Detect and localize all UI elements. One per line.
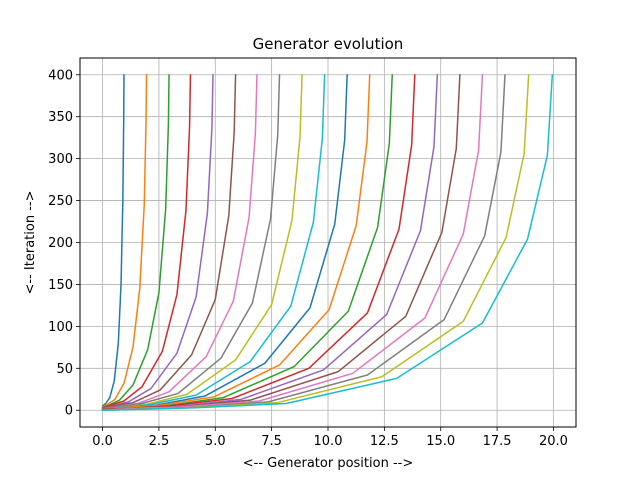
x-tick-label: 20.0 [539,434,568,449]
y-tick-label: 150 [48,278,73,293]
series-line-12 [101,74,371,411]
y-tick-label: 300 [48,152,73,167]
series-line-20 [101,74,554,411]
series-lines [101,74,554,411]
series-line-2 [101,74,148,408]
series-line-3 [101,74,170,409]
x-tick-label: 5.0 [205,434,226,449]
x-tick-label: 15.0 [426,434,455,449]
y-tick-label: 350 [48,110,73,125]
x-tick-label: 12.5 [370,434,399,449]
x-axis-label: <-- Generator position --> [243,456,413,471]
y-tick-label: 400 [48,68,73,83]
series-line-4 [101,74,192,409]
series-line-8 [101,74,281,410]
y-tick-label: 200 [48,236,73,251]
y-tick-label: 50 [56,362,73,377]
x-tick-label: 7.5 [261,434,282,449]
y-tick-label: 100 [48,320,73,335]
x-tick-label: 0.0 [92,434,113,449]
y-tick-label: 250 [48,194,73,209]
axis-ticks: 0.0 2.5 5.0 7.5 10.0 12.5 15.0 17.5 20.0 0 50 100 15… [48,68,568,449]
grid [80,58,576,427]
x-tick-label: 2.5 [149,434,170,449]
y-axis-label: <-- Iteration --> [23,191,38,295]
chart-title: Generator evolution [253,35,404,53]
series-line-17 [101,74,484,411]
x-tick-label: 10.0 [314,434,343,449]
series-line-1 [101,74,125,407]
x-tick-label: 17.5 [483,434,512,449]
y-tick-label: 0 [65,404,73,419]
series-line-6 [101,74,237,410]
